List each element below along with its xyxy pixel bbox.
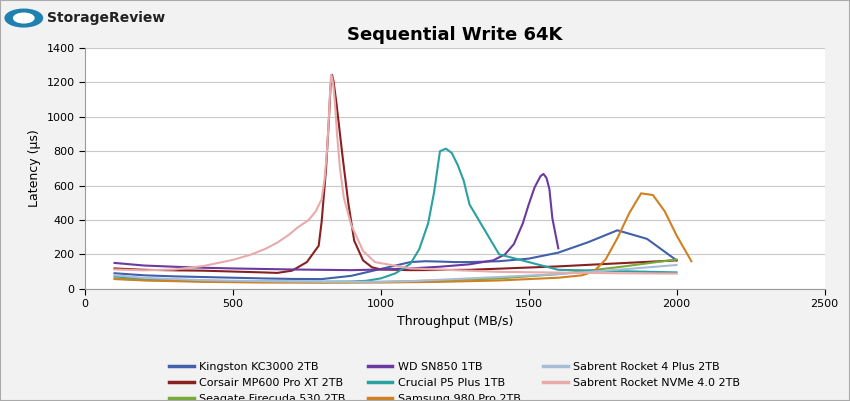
Legend: Kingston KC3000 2TB, Corsair MP600 Pro XT 2TB, Seagate Firecuda 530 2TB, WD SN85: Kingston KC3000 2TB, Corsair MP600 Pro X… [169,362,740,401]
Y-axis label: Latency (µs): Latency (µs) [28,130,41,207]
X-axis label: Throughput (MB/s): Throughput (MB/s) [397,315,513,328]
Title: Sequential Write 64K: Sequential Write 64K [347,26,563,44]
Text: StorageReview: StorageReview [47,11,165,25]
